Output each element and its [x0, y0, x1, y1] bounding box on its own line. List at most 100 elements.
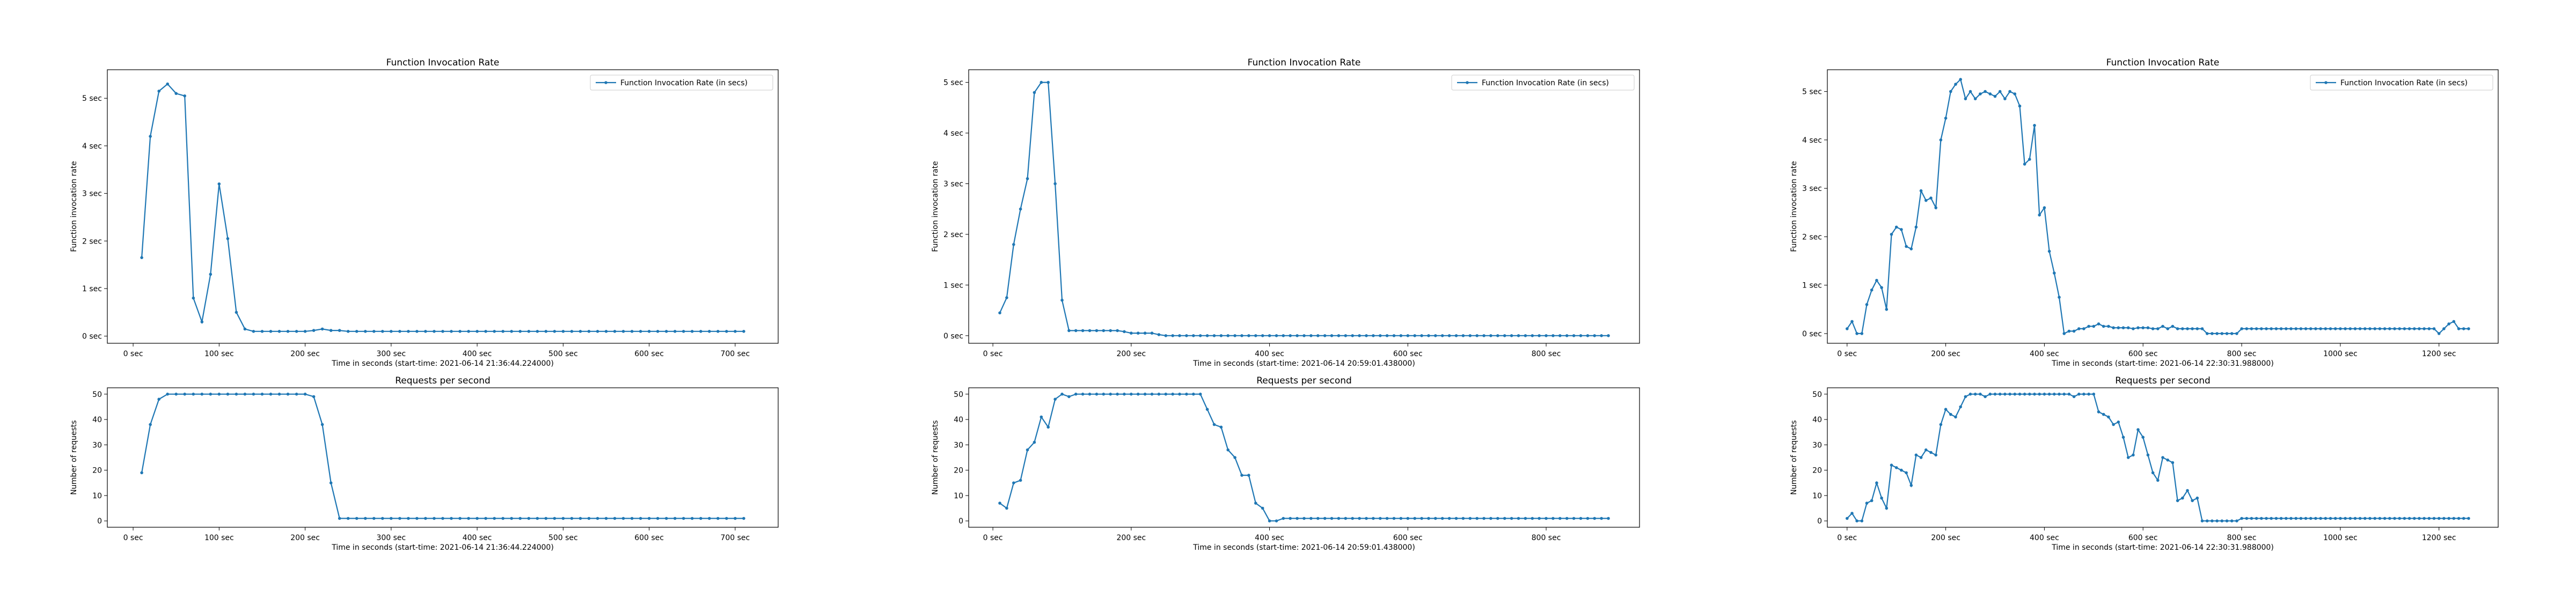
data-point	[1880, 286, 1883, 289]
data-point	[1998, 90, 2002, 93]
data-point	[1136, 393, 1140, 396]
data-point	[579, 330, 582, 333]
data-point	[286, 393, 290, 396]
data-point	[1440, 334, 1444, 337]
data-point	[2107, 415, 2110, 419]
data-point	[1875, 278, 1878, 282]
data-point	[1226, 448, 1230, 452]
data-point	[355, 330, 358, 333]
data-point	[1420, 517, 1423, 520]
data-point	[458, 517, 462, 520]
data-point	[2373, 327, 2377, 330]
data-point	[1468, 334, 1472, 337]
data-point	[1510, 334, 1513, 337]
data-point	[579, 517, 582, 520]
data-point	[1434, 517, 1437, 520]
data-point	[1545, 517, 1548, 520]
data-point	[596, 330, 599, 333]
data-point	[174, 92, 178, 95]
y-axis-label: Number of requests	[1790, 420, 1798, 495]
y-tick-label: 1 sec	[82, 285, 102, 293]
data-point	[2383, 327, 2387, 330]
data-point	[2176, 499, 2179, 503]
data-point	[1323, 517, 1327, 520]
data-point	[518, 330, 522, 333]
data-point	[682, 330, 685, 333]
data-point	[364, 330, 367, 333]
data-point	[1929, 196, 1933, 200]
data-point	[1296, 334, 1299, 337]
data-point	[1434, 334, 1437, 337]
x-tick-label: 500 sec	[548, 534, 578, 542]
data-point	[260, 393, 264, 396]
x-tick-label: 800 sec	[1532, 534, 1561, 542]
x-tick-label: 200 sec	[1931, 534, 1960, 542]
x-tick-label: 600 sec	[2128, 534, 2158, 542]
data-point	[1219, 425, 1223, 429]
data-point	[1447, 517, 1451, 520]
data-point	[2457, 517, 2461, 520]
data-point	[1850, 512, 1854, 515]
data-point	[1545, 334, 1548, 337]
data-point	[1949, 412, 1952, 416]
data-point	[1865, 502, 1869, 505]
data-point	[2043, 206, 2046, 210]
data-point	[1607, 334, 1610, 337]
data-point	[217, 182, 221, 186]
data-point	[303, 330, 307, 333]
data-point	[1944, 116, 1948, 120]
data-point	[441, 330, 444, 333]
data-point	[372, 330, 376, 333]
data-point	[587, 330, 591, 333]
data-point	[475, 330, 479, 333]
data-point	[1454, 517, 1458, 520]
data-point	[1914, 225, 1918, 229]
data-point	[1968, 90, 1972, 93]
data-point	[2245, 517, 2249, 520]
data-point	[2018, 104, 2022, 108]
data-point	[501, 330, 504, 333]
x-tick-label: 200 sec	[1116, 534, 1146, 542]
x-tick-label: 600 sec	[634, 534, 664, 542]
data-point	[1475, 517, 1479, 520]
data-point	[424, 330, 427, 333]
data-point	[1909, 484, 1913, 487]
data-point	[2418, 517, 2421, 520]
y-tick-label: 40	[92, 416, 102, 424]
chart-title: Function Invocation Rate	[1248, 57, 1361, 68]
legend-marker	[604, 81, 608, 84]
data-point	[2102, 412, 2105, 416]
data-point	[467, 517, 470, 520]
data-point	[2186, 327, 2189, 330]
x-tick-label: 0 sec	[983, 350, 1003, 358]
chart-1: Function Invocation Rate 0 sec 100 sec 200 …	[70, 57, 779, 368]
data-point	[1205, 408, 1209, 411]
data-point	[699, 330, 702, 333]
data-point	[2033, 124, 2036, 127]
data-point	[1088, 329, 1092, 333]
data-point	[243, 327, 247, 331]
data-point	[1081, 393, 1085, 396]
data-point	[1593, 334, 1596, 337]
y-tick-label: 30	[954, 441, 963, 449]
data-point	[1150, 331, 1154, 335]
data-point	[1984, 395, 1987, 399]
y-tick-label: 20	[92, 467, 102, 475]
data-point	[2319, 517, 2322, 520]
data-point	[998, 311, 1001, 315]
data-point	[2181, 327, 2184, 330]
data-point	[1268, 334, 1271, 337]
y-tick-label: 5 sec	[943, 79, 963, 87]
data-point	[1316, 517, 1320, 520]
data-point	[2171, 324, 2175, 328]
data-point	[1865, 303, 1869, 306]
data-point	[1046, 425, 1050, 429]
data-point	[2274, 327, 2278, 330]
data-point	[656, 330, 660, 333]
data-point	[561, 517, 565, 520]
plot-frame	[968, 69, 1640, 344]
data-point	[1316, 334, 1320, 337]
data-point	[2196, 496, 2199, 500]
data-point	[1130, 331, 1133, 335]
data-point	[1095, 329, 1099, 333]
